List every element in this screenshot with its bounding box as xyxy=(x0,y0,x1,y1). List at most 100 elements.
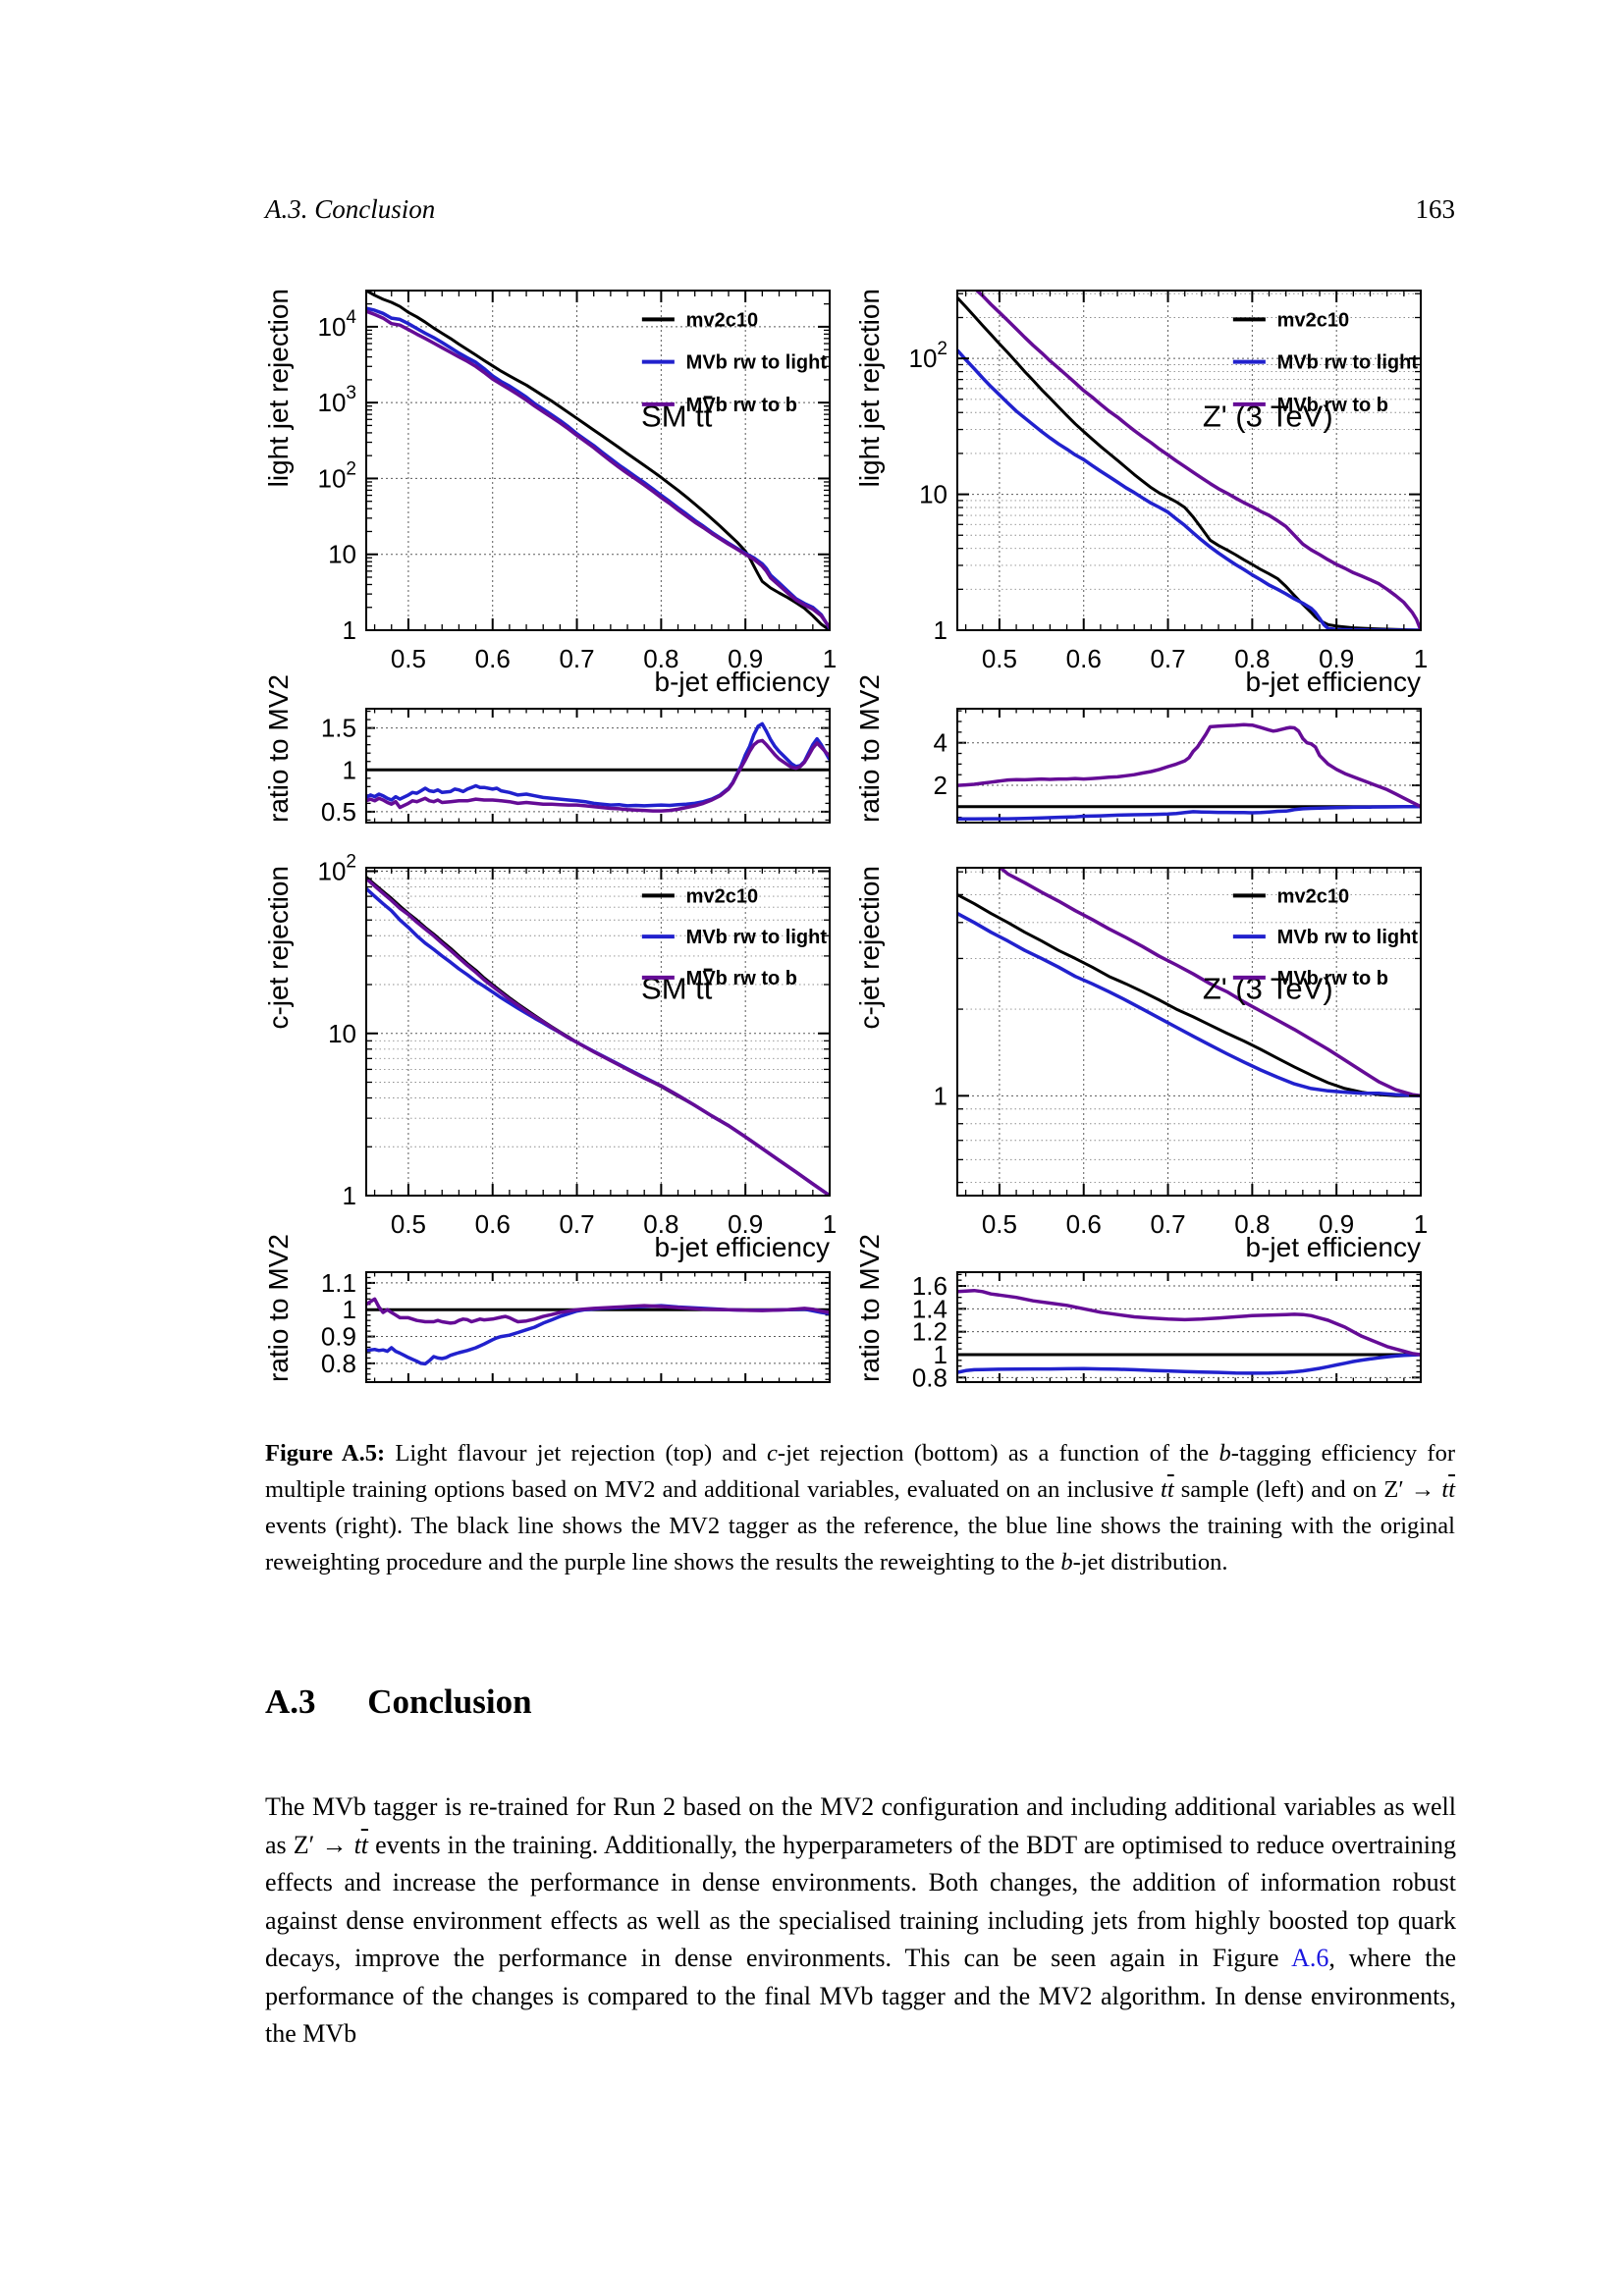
series-MVb-rw-to-b xyxy=(366,309,830,629)
xtick-label: 0.6 xyxy=(475,1209,511,1239)
series-MVb-rw-to-b xyxy=(366,877,830,1196)
ratio-frame xyxy=(956,708,1422,824)
x-axis-title: b-jet efficiency xyxy=(655,1232,830,1262)
series-group xyxy=(366,876,830,1196)
series-MVb-rw-to-b xyxy=(974,291,1421,630)
legend-label: MVb rw to b xyxy=(1277,968,1388,989)
text-run: sample (left) and on Z xyxy=(1173,1476,1399,1503)
xtick-label: 0.7 xyxy=(1150,644,1185,673)
ratio-ytick-label: 1 xyxy=(934,1340,947,1369)
ytick-label: 1 xyxy=(934,1081,947,1110)
ratio-ytick-label: 1.5 xyxy=(321,714,356,743)
ratio-grid xyxy=(957,742,1421,786)
xtick-label: 0.8 xyxy=(643,1209,678,1239)
legend-label: MVb rw to b xyxy=(1277,395,1388,416)
xtick-label: 0.9 xyxy=(1319,1209,1354,1239)
ratio-grid xyxy=(366,1282,830,1364)
plot-frame xyxy=(365,290,831,631)
ytick-label: 102 xyxy=(909,339,948,373)
ytick-label: 102 xyxy=(318,852,357,886)
ratio-ytick-label: 0.8 xyxy=(912,1362,947,1392)
series-MVb-rw-to-light xyxy=(957,348,1421,630)
legend-label: MVb rw to b xyxy=(686,395,797,416)
legend-label: mv2c10 xyxy=(686,885,758,907)
legend-label: MVb rw to light xyxy=(1277,352,1419,374)
ratio-ytick-label: 1.4 xyxy=(912,1294,947,1323)
text-run: Figure A.5: xyxy=(265,1440,386,1467)
text-run: b xyxy=(1060,1549,1073,1575)
text-run: t xyxy=(360,1830,369,1859)
ratio-frame xyxy=(956,1271,1422,1383)
ratio-ytick-label: 4 xyxy=(934,728,947,758)
series-mv2c10 xyxy=(957,296,1421,630)
xtick-label: 0.9 xyxy=(728,1209,763,1239)
text-run: -jet distribution. xyxy=(1072,1549,1228,1575)
legend-label: MVb rw to b xyxy=(686,968,797,989)
xtick-label: 0.5 xyxy=(982,1209,1017,1239)
xtick-label: 0.5 xyxy=(391,644,426,673)
ratio-frame xyxy=(365,1271,831,1383)
ratio-y-axis-title: ratio to MV2 xyxy=(263,1234,294,1382)
section-title: Conclusion xyxy=(367,1682,532,1721)
running-header: A.3. Conclusion xyxy=(265,194,436,224)
ratio-grid xyxy=(366,727,830,813)
text-run: t xyxy=(1161,1476,1167,1503)
ytick-label: 103 xyxy=(318,383,357,417)
plot-frame xyxy=(956,290,1422,631)
ratio-grid xyxy=(957,1285,1421,1378)
plot-frame xyxy=(956,867,1422,1197)
figure-ref-link[interactable]: A.6 xyxy=(1291,1944,1329,1972)
xtick-label: 0.7 xyxy=(559,1209,594,1239)
page-header: A.3. Conclusion 163 xyxy=(265,194,1455,225)
ytick-label: 10 xyxy=(328,540,356,569)
xtick-label: 1 xyxy=(1414,1209,1428,1239)
ytick-label: 104 xyxy=(318,307,357,342)
ratio-y-axis-title: ratio to MV2 xyxy=(854,1234,885,1382)
legend-label: mv2c10 xyxy=(1277,309,1349,331)
ytick-label: 1 xyxy=(343,1181,356,1210)
xtick-label: 1 xyxy=(823,644,837,673)
text-run: events in the training. Additionally, th… xyxy=(265,1830,1457,1973)
ratio-y-axis-title: ratio to MV2 xyxy=(854,674,885,823)
ratio-series-MVb-rw-to-light xyxy=(366,1304,830,1366)
gridlines xyxy=(957,291,1421,630)
series-group xyxy=(366,291,830,630)
xtick-label: 0.5 xyxy=(982,644,1017,673)
ratio-ytick-label: 0.8 xyxy=(321,1349,356,1378)
text-run: t xyxy=(353,1830,361,1859)
xtick-label: 0.8 xyxy=(643,644,678,673)
axis-ticks xyxy=(366,868,831,1382)
xtick-label: 0.7 xyxy=(559,644,594,673)
legend-label: MVb rw to light xyxy=(686,352,828,374)
gridlines xyxy=(957,868,1421,1196)
series-mv2c10 xyxy=(366,291,830,630)
ratio-series-MVb-rw-to-b xyxy=(957,1288,1421,1357)
xtick-label: 0.9 xyxy=(1319,644,1354,673)
ratio-series-MVb-rw-to-b xyxy=(366,1297,830,1325)
text-run: ′ xyxy=(1398,1476,1404,1503)
text-run: The MVb tagger is re-trained for Run 2 b… xyxy=(265,1792,1456,1859)
series-MVb-rw-to-light xyxy=(957,912,1421,1098)
ratio-ytick-label: 2 xyxy=(934,771,947,800)
ratio-series-MVb-rw-to-light xyxy=(957,804,1421,822)
ratio-series-MVb-rw-to-light xyxy=(366,721,830,808)
body-paragraph: The MVb tagger is re-trained for Run 2 b… xyxy=(265,1789,1456,2054)
xtick-label: 1 xyxy=(1414,644,1428,673)
ytick-label: 10 xyxy=(919,480,947,509)
sample-label: Z' (3 TeV) xyxy=(1203,399,1333,433)
xtick-label: 0.7 xyxy=(1150,1209,1185,1239)
xtick-label: 0.8 xyxy=(1234,1209,1270,1239)
text-run: -jet rejection (bottom) as a function of… xyxy=(777,1440,1219,1467)
gridlines xyxy=(366,291,830,630)
x-axis-title: b-jet efficiency xyxy=(1246,667,1421,697)
series-MVb-rw-to-b xyxy=(998,868,1421,1098)
ratio-series-MVb-rw-to-light xyxy=(957,1353,1421,1375)
xtick-label: 0.6 xyxy=(1066,644,1102,673)
text-run: -tagging efficiency for multiple trainin… xyxy=(265,1440,1455,1503)
text-run: → xyxy=(1403,1476,1442,1503)
gridlines xyxy=(366,868,830,1196)
x-axis-title: b-jet efficiency xyxy=(655,667,830,697)
